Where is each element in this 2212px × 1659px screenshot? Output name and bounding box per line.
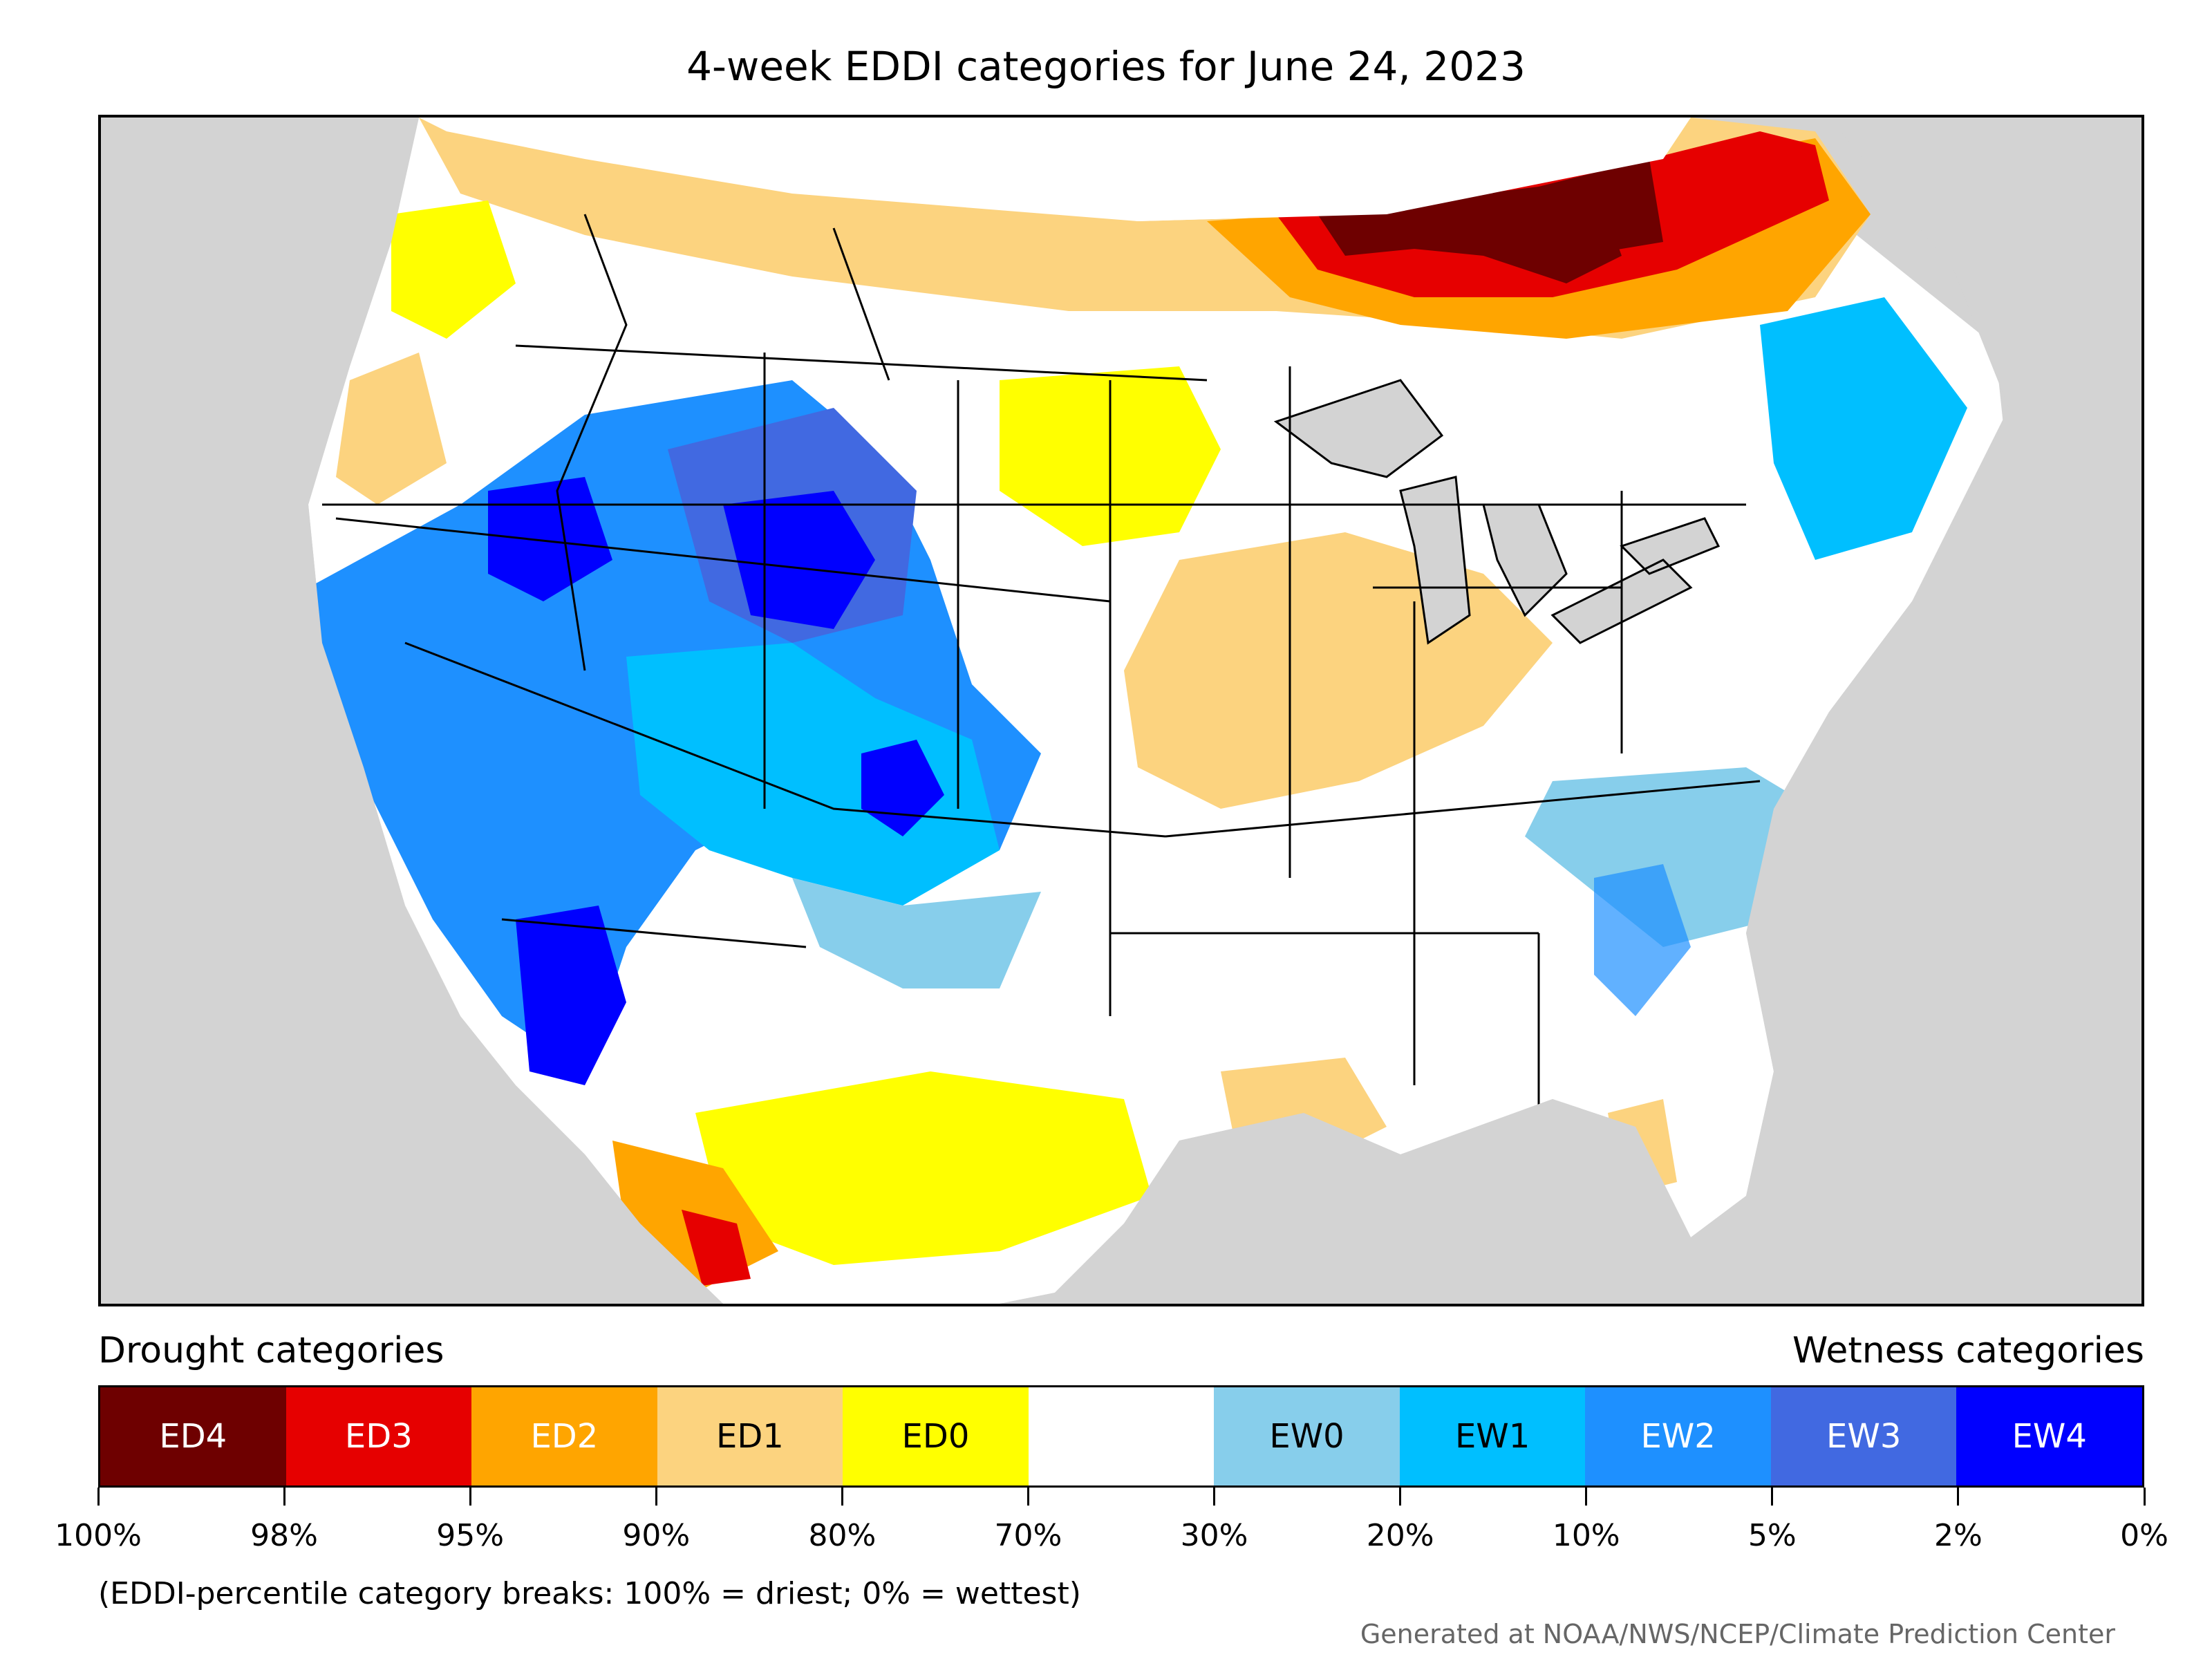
drought-heading: Drought categories bbox=[98, 1330, 444, 1371]
legend-swatch-ew4: EW4 bbox=[1956, 1387, 2143, 1485]
legend-swatch-ed1: ED1 bbox=[657, 1387, 843, 1485]
great-lakes bbox=[1273, 379, 1721, 645]
tick-label: 98% bbox=[250, 1518, 318, 1553]
ew0-southwest bbox=[792, 878, 1041, 988]
category-note: (EDDI-percentile category breaks: 100% =… bbox=[98, 1576, 1081, 1611]
ew1-west bbox=[626, 643, 1000, 906]
map-area bbox=[98, 115, 2144, 1306]
tick-mark bbox=[469, 1488, 471, 1506]
tick-mark bbox=[1585, 1488, 1588, 1506]
colorbar: ED4 ED3 ED2 ED1 ED0 EW0 EW1 EW2 EW3 EW4 bbox=[98, 1385, 2144, 1488]
ew4-arizona bbox=[516, 906, 626, 1085]
legend-swatch-ew3: EW3 bbox=[1770, 1387, 1957, 1485]
tick-label: 10% bbox=[1552, 1518, 1620, 1553]
tick-label: 95% bbox=[436, 1518, 505, 1553]
wetness-heading: Wetness categories bbox=[1792, 1330, 2144, 1371]
tick-mark bbox=[2143, 1488, 2146, 1506]
legend-swatch-ed3: ED3 bbox=[285, 1387, 472, 1485]
ed4-region-east bbox=[1483, 159, 1663, 256]
tick-label: 20% bbox=[1366, 1518, 1434, 1553]
tick-mark bbox=[1957, 1488, 1960, 1506]
ed0-pnw bbox=[391, 200, 516, 339]
legend-swatch-ew1: EW1 bbox=[1399, 1387, 1586, 1485]
atlantic-ocean bbox=[1000, 118, 2141, 1304]
ew1-northeast bbox=[1760, 297, 1967, 560]
credit-text: Generated at NOAA/NWS/NCEP/Climate Predi… bbox=[1360, 1619, 2115, 1649]
ew0-carolinas bbox=[1525, 767, 1815, 947]
tick-mark bbox=[1399, 1488, 1402, 1506]
eddi-map bbox=[101, 118, 2141, 1304]
state-borders bbox=[322, 214, 1761, 1154]
tick-label: 90% bbox=[622, 1518, 691, 1553]
ew4-wyoming bbox=[723, 491, 875, 629]
ed3-mexico bbox=[682, 1210, 751, 1286]
legend-swatch-ed2: ED2 bbox=[471, 1387, 657, 1485]
map-title: 4-week EDDI categories for June 24, 2023 bbox=[686, 43, 1526, 90]
legend-swatch-ew2: EW2 bbox=[1585, 1387, 1771, 1485]
tick-label: 80% bbox=[808, 1518, 877, 1553]
ed1-pnw bbox=[336, 353, 447, 505]
legend-swatch-ed0: ED0 bbox=[843, 1387, 1029, 1485]
tick-mark bbox=[1027, 1488, 1029, 1506]
tick-label: 5% bbox=[1747, 1518, 1797, 1553]
tick-mark bbox=[1213, 1488, 1216, 1506]
colorbar-ticks bbox=[97, 1488, 2146, 1515]
ew4-idaho bbox=[488, 477, 612, 601]
no-data-north bbox=[419, 118, 1691, 221]
tick-mark bbox=[283, 1488, 285, 1506]
tick-label: 0% bbox=[2120, 1518, 2168, 1553]
legend-swatch-ed4: ED4 bbox=[100, 1387, 286, 1485]
tick-mark bbox=[1771, 1488, 1774, 1506]
tick-mark bbox=[841, 1488, 843, 1506]
tick-label: 2% bbox=[1934, 1518, 1983, 1553]
tick-label: 30% bbox=[1180, 1518, 1248, 1553]
ew1-carolinas bbox=[1594, 864, 1691, 1016]
tick-mark bbox=[97, 1488, 100, 1506]
pacific-ocean bbox=[101, 118, 723, 1304]
tick-mark bbox=[655, 1488, 657, 1506]
legend-swatch-ew0: EW0 bbox=[1214, 1387, 1400, 1485]
tick-label: 70% bbox=[994, 1518, 1062, 1553]
legend-swatch-none bbox=[1028, 1387, 1215, 1485]
ed0-texas bbox=[695, 1071, 1152, 1265]
tick-label: 100% bbox=[55, 1518, 142, 1553]
